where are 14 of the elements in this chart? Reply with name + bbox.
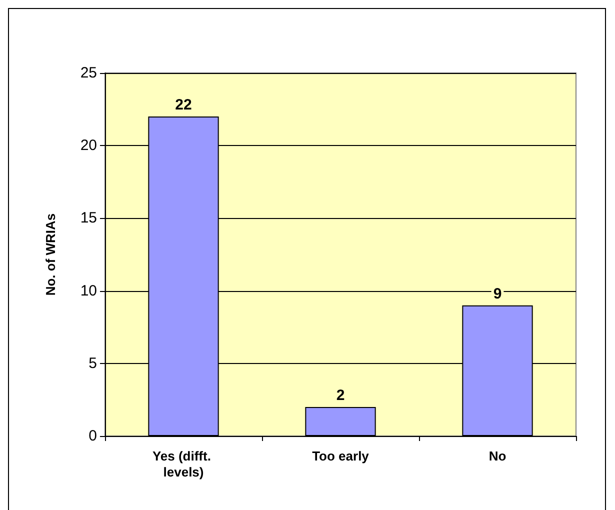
y-tick-label: 0 — [88, 428, 97, 444]
y-tick-label: 25 — [80, 64, 97, 82]
y-tick-label: 20 — [80, 137, 97, 154]
data-label: 2 — [336, 386, 345, 404]
y-tick-label: 5 — [88, 354, 97, 372]
data-label: 9 — [493, 285, 502, 302]
x-tick-label: Yes (difft. levels) — [152, 448, 215, 480]
data-label: 22 — [175, 96, 192, 114]
bar — [305, 406, 376, 436]
x-tick-label: Too early — [312, 448, 370, 464]
y-axis-title: No. of WRIAs — [43, 213, 58, 296]
x-tick-label: No — [488, 448, 506, 464]
y-tick-label: 15 — [80, 210, 97, 227]
y-tick-label: 10 — [80, 282, 97, 300]
